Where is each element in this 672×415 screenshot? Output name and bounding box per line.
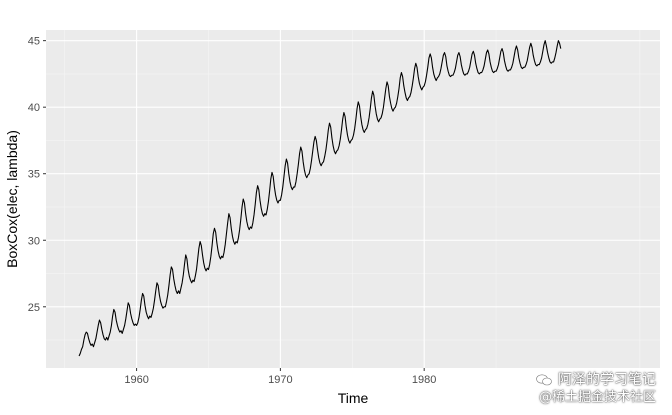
- wechat-icon: [536, 374, 552, 386]
- watermark: 阿泽的学习笔记 @稀土掘金技术社区: [536, 371, 656, 407]
- minor-grid: [46, 30, 660, 368]
- watermark-title: 阿泽的学习笔记: [558, 372, 656, 388]
- series-line: [78, 40, 562, 357]
- y-tick-label: 30: [28, 235, 40, 247]
- watermark-subtitle: @稀土掘金技术社区: [538, 390, 656, 405]
- panel-background: [46, 30, 660, 368]
- y-tick-label: 40: [28, 102, 40, 114]
- x-tick-label: 1960: [124, 374, 148, 386]
- x-tick-label: 1970: [268, 374, 292, 386]
- y-tick-label: 25: [28, 302, 40, 314]
- y-axis: 25 30 35 40 45: [28, 36, 46, 314]
- x-axis-title: Time: [338, 390, 369, 406]
- x-tick-label: 1980: [412, 374, 436, 386]
- y-tick-label: 35: [28, 169, 40, 181]
- y-tick-label: 45: [28, 36, 40, 48]
- y-axis-title: BoxCox(elec, lambda): [4, 130, 20, 268]
- x-axis: 1960 1970 1980: [124, 368, 436, 386]
